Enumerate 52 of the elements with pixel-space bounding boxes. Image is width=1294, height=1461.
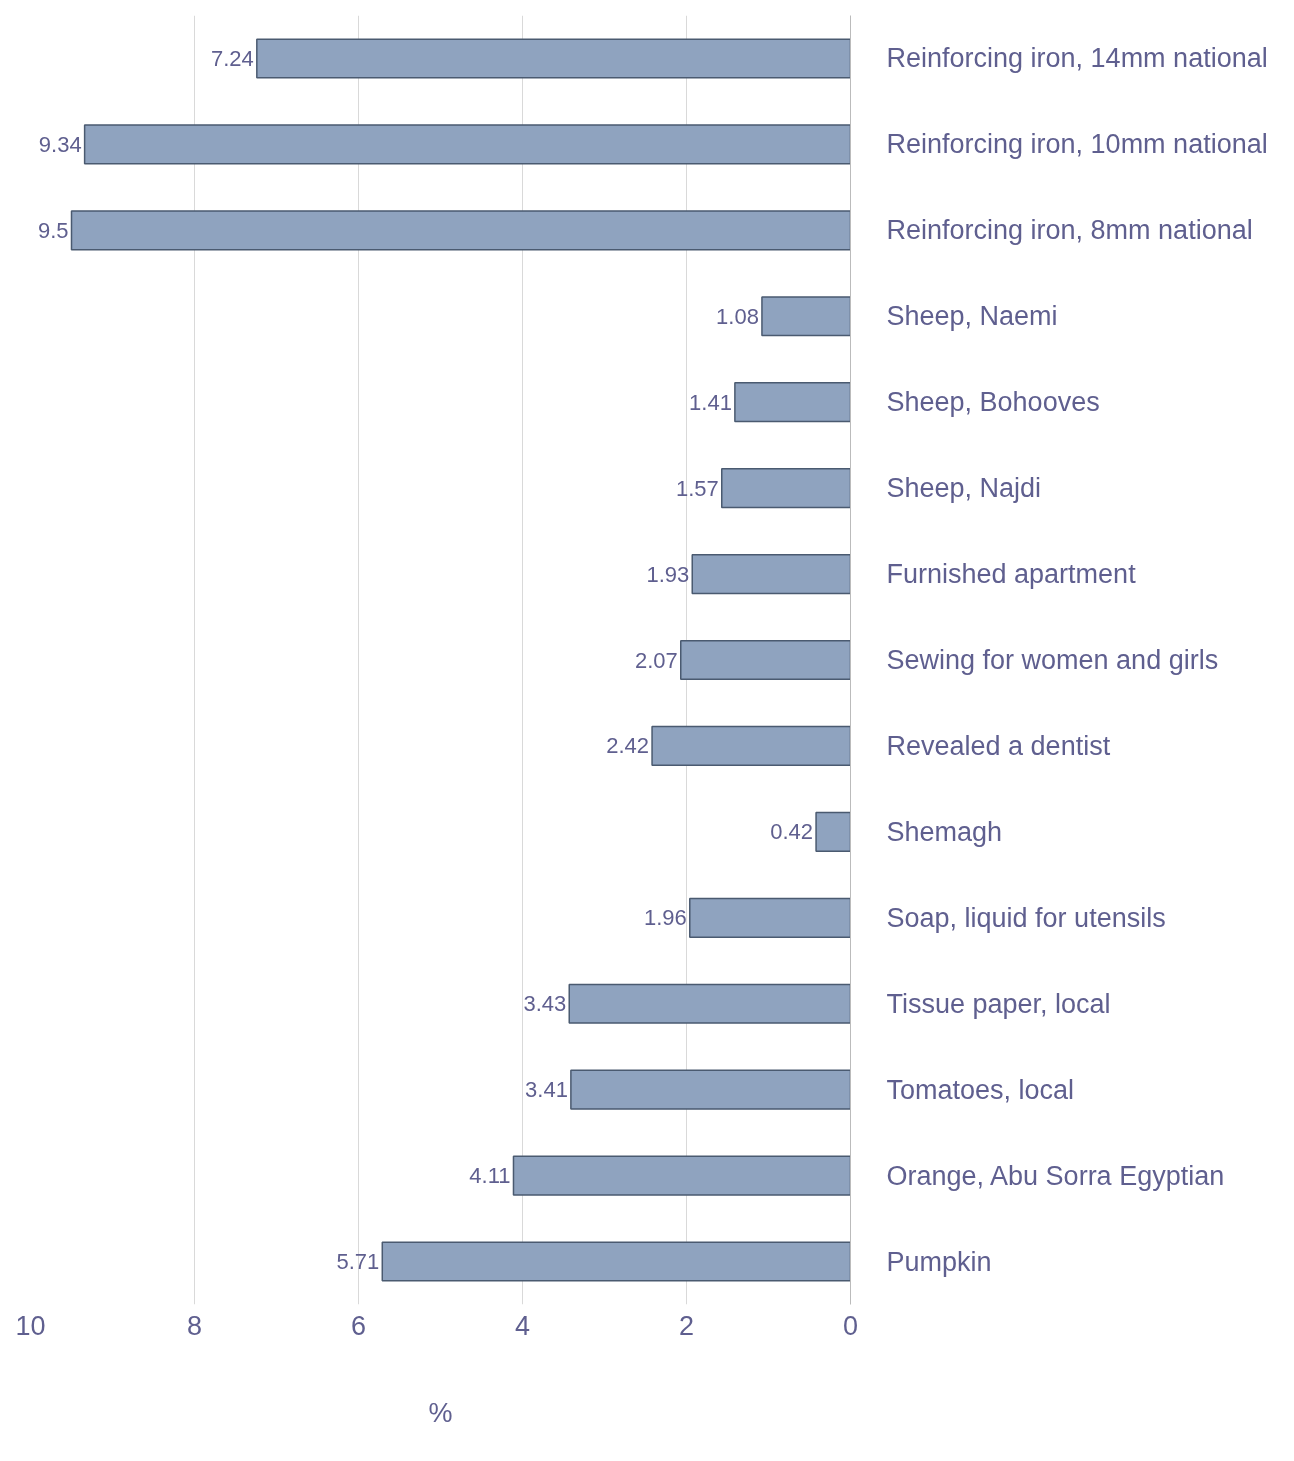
data-label: 5.71: [336, 1249, 380, 1275]
x-tick-label: 10: [15, 1310, 46, 1341]
x-tick-label: 4: [514, 1310, 531, 1341]
x-tick-label: 2: [678, 1310, 695, 1341]
y-tick-label: Sheep, Bohooves: [886, 387, 1100, 418]
data-label: 2.07: [634, 647, 678, 673]
y-tick-label: Sheep, Naemi: [886, 301, 1058, 332]
y-tick-label: Reinforcing iron, 14mm national: [886, 43, 1268, 74]
y-tick-label: Revealed a dentist: [886, 730, 1111, 761]
bar: [83, 124, 851, 165]
data-label: 1.08: [716, 303, 759, 329]
bar: [761, 296, 851, 337]
bar: [512, 1155, 851, 1196]
data-label: 9.34: [38, 131, 82, 157]
y-tick-label: Sewing for women and girls: [886, 645, 1219, 675]
bar: [570, 1069, 851, 1110]
bar: [256, 38, 851, 79]
data-label: 7.24: [211, 45, 254, 71]
data-label: 3.43: [523, 991, 567, 1017]
y-tick-label: Orange, Abu Sorra Egyptian: [886, 1160, 1225, 1191]
bar: [689, 897, 851, 938]
data-label: 2.42: [606, 733, 650, 759]
bar: [651, 725, 851, 767]
data-label: 1.57: [675, 475, 719, 501]
data-label: 3.41: [525, 1077, 568, 1103]
data-label: 1.93: [646, 561, 690, 587]
data-label: 0.42: [770, 819, 814, 845]
x-tick-label: 6: [350, 1310, 367, 1341]
y-tick-label: Sheep, Najdi: [886, 473, 1042, 504]
y-tick-label: Tomatoes, local: [886, 1074, 1075, 1105]
data-label: 9.5: [37, 217, 69, 243]
bar: [381, 1241, 851, 1282]
bar: [568, 983, 851, 1024]
y-tick-label: Furnished apartment: [886, 559, 1137, 590]
data-label: 1.96: [643, 905, 687, 931]
data-label: 4.11: [469, 1163, 511, 1189]
y-tick-label: Soap, liquid for utensils: [886, 902, 1166, 933]
bar: [70, 210, 851, 251]
bar: [680, 639, 851, 681]
bar: [721, 468, 851, 509]
x-tick-label: 8: [186, 1310, 203, 1341]
y-tick-label: Tissue paper, local: [886, 988, 1111, 1019]
y-tick-label: Reinforcing iron, 8mm national: [886, 215, 1253, 246]
x-tick-label: 0: [842, 1310, 859, 1341]
data-label: 1.41: [689, 389, 732, 415]
y-tick-label: Reinforcing iron, 10mm national: [886, 129, 1268, 160]
bar: [734, 382, 851, 423]
bar: [815, 811, 851, 852]
y-tick-label: Shemagh: [886, 816, 1003, 847]
x-axis-title: %: [428, 1397, 453, 1428]
y-tick-label: Pumpkin: [886, 1246, 992, 1277]
bar: [691, 553, 851, 595]
